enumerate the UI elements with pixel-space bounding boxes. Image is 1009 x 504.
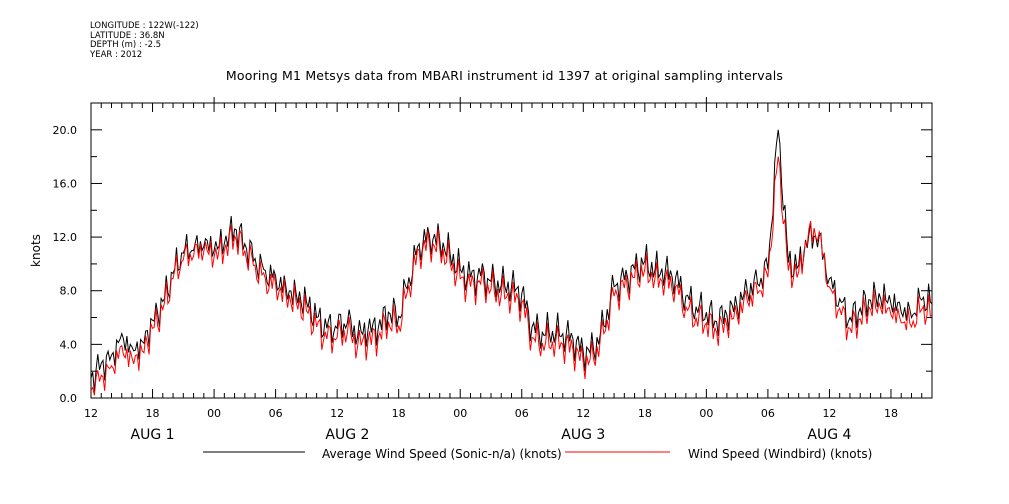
chart-title: Mooring M1 Metsys data from MBARI instru… (225, 68, 784, 83)
y-axis-label: knots (29, 234, 43, 267)
legend: Average Wind Speed (Sonic-n/a) (knots) Wi… (203, 447, 872, 461)
plot-border (90, 102, 933, 399)
x-tick-label: 12 (330, 407, 344, 420)
year-label: YEAR : 2012 (90, 49, 143, 60)
depth-label: DEPTH (m) : -2.5 (90, 40, 162, 50)
x-tick-label: 06 (761, 407, 775, 420)
x-tick-label: 00 (207, 407, 221, 420)
x-tick-label: 00 (453, 407, 467, 420)
series-line-sonic (90, 129, 933, 392)
y-tick-label: 16.0 (53, 177, 78, 190)
x-axis: 12 18 00 06 12 18 00 06 12 18 00 06 12 18 AUG 1 AUG 2 AU… (84, 97, 933, 443)
day-label: AUG 2 (325, 427, 369, 443)
x-tick-label: 18 (884, 407, 898, 420)
x-tick-label: 12 (84, 407, 98, 420)
x-tick-label: 06 (515, 407, 529, 420)
y-tick-label: 20.0 (53, 124, 78, 137)
metadata-block: LONGITUDE : 122W(-122) LATITUDE : 36.8N … (90, 21, 199, 60)
legend-label: Average Wind Speed (Sonic-n/a) (knots) (322, 447, 562, 461)
day-label: AUG 3 (561, 427, 605, 443)
x-tick-label: 00 (699, 407, 713, 420)
y-tick-label: 4.0 (60, 338, 78, 351)
x-tick-label: 12 (822, 407, 836, 420)
series-line-windbird (90, 156, 933, 396)
latitude-label: LATITUDE : 36.8N (90, 30, 165, 41)
day-label: AUG 1 (131, 427, 175, 443)
x-tick-label: 18 (146, 407, 160, 420)
y-tick-label: 12.0 (53, 231, 78, 244)
legend-label: Wind Speed (Windbird) (knots) (688, 447, 872, 461)
day-label: AUG 4 (807, 427, 851, 443)
y-tick-label: 8.0 (60, 285, 78, 298)
y-tick-label: 0.0 (60, 392, 78, 405)
y-axis: 0.0 4.0 8.0 12.0 16.0 20.0 knots (29, 102, 932, 405)
x-tick-label: 12 (576, 407, 590, 420)
longitude-label: LONGITUDE : 122W(-122) (90, 21, 199, 31)
x-tick-label: 18 (392, 407, 406, 420)
x-tick-label: 18 (638, 407, 652, 420)
x-tick-label: 06 (269, 407, 283, 420)
plot-frame (90, 102, 933, 399)
series-lines (90, 129, 933, 396)
